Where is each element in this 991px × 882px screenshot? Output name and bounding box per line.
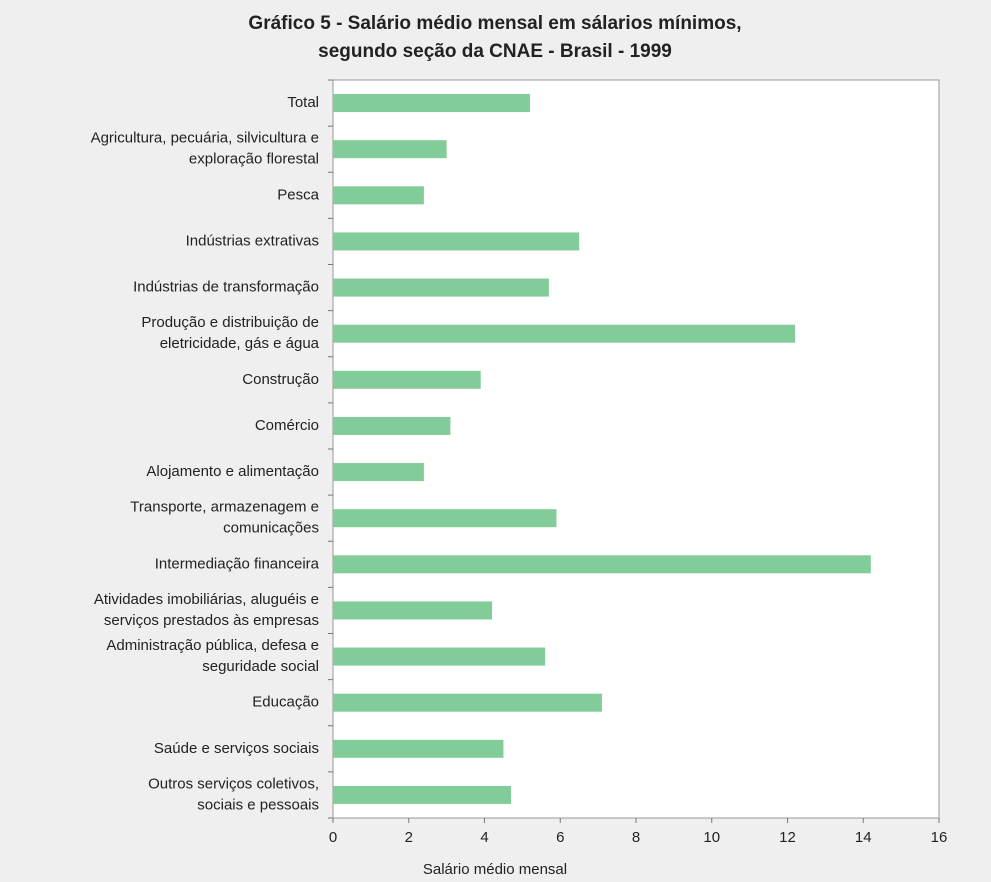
bar — [333, 370, 481, 389]
x-tick-label: 14 — [855, 829, 872, 846]
chart-title: Gráfico 5 - Salário médio mensal em sála… — [248, 13, 741, 62]
bar — [333, 739, 504, 758]
y-tick-label: Educação — [252, 694, 319, 711]
y-tick-label: Pesca — [277, 186, 319, 203]
bar — [333, 509, 557, 528]
bar — [333, 463, 424, 482]
y-tick-label: Produção e distribuição de eletricidade, … — [141, 314, 319, 352]
bar — [333, 647, 546, 666]
x-tick-label: 6 — [556, 829, 564, 846]
y-tick-label: Total — [287, 94, 319, 111]
x-tick-label: 0 — [329, 829, 337, 846]
x-tick-label: 12 — [779, 829, 796, 846]
x-tick-label: 8 — [632, 829, 640, 846]
x-tick-label: 4 — [480, 829, 488, 846]
y-tick-label: Agricultura, pecuária, silvicultura e exp… — [91, 130, 319, 168]
y-tick-label: Intermediação financeira — [155, 555, 320, 572]
x-axis-label: Salário médio mensal — [423, 861, 567, 878]
bar — [333, 94, 530, 113]
y-tick-label: Alojamento e alimentação — [146, 463, 319, 480]
y-tick-label: Indústrias de transformação — [133, 279, 319, 296]
y-tick-label: Administração pública, defesa e seguridad… — [106, 637, 319, 675]
bar — [333, 693, 602, 712]
y-tick-label: Comércio — [255, 417, 319, 434]
bar — [333, 555, 871, 574]
y-tick-label: Atividades imobiliárias, aluguéis e servi… — [94, 591, 319, 629]
y-tick-label: Indústrias extrativas — [186, 232, 319, 249]
bar — [333, 186, 424, 205]
bar — [333, 785, 512, 804]
y-tick-label: Saúde e serviços sociais — [154, 740, 319, 757]
bar — [333, 232, 580, 251]
x-tick-label: 16 — [931, 829, 948, 846]
y-tick-label: Transporte, armazenagem e comunicações — [130, 499, 319, 537]
bar — [333, 416, 451, 435]
bar — [333, 140, 447, 159]
y-tick-label: Construção — [242, 371, 319, 388]
y-tick-label: Outros serviços coletivos, sociais e pess… — [148, 775, 319, 813]
bar — [333, 601, 493, 620]
bar — [333, 278, 549, 297]
x-tick-label: 10 — [703, 829, 720, 846]
bar — [333, 324, 796, 343]
x-tick-label: 2 — [405, 829, 413, 846]
